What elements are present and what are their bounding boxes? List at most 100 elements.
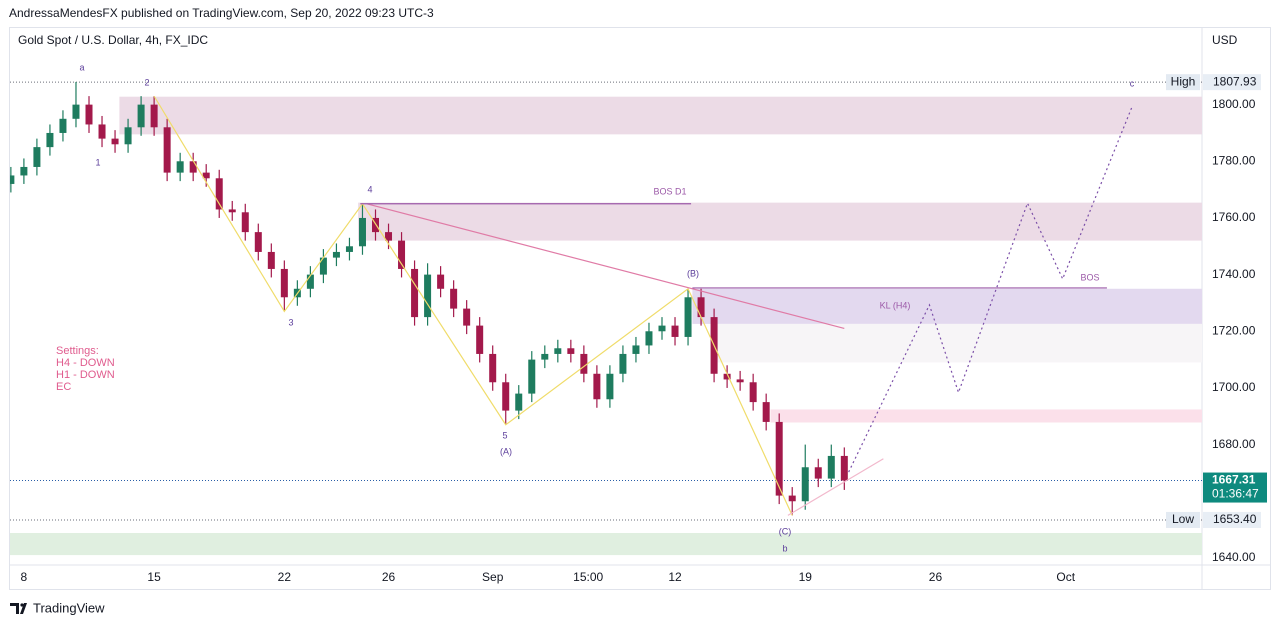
candle-body [424, 274, 432, 318]
price-tag-name: High [1171, 74, 1196, 88]
candle-body [332, 251, 340, 258]
zone [770, 409, 1202, 423]
x-tick-label: 26 [382, 570, 396, 584]
y-tick-label: 1800.00 [1212, 97, 1256, 111]
candle-body [437, 274, 445, 289]
candle-body [124, 127, 132, 145]
candle-body [176, 161, 184, 173]
settings-text: H1 - DOWN [56, 369, 115, 381]
candle-body [567, 348, 575, 354]
candle-body [345, 246, 353, 252]
candle-body [684, 297, 692, 337]
zone [10, 532, 1202, 556]
annotation: 5 [502, 430, 507, 440]
candle-body [228, 209, 236, 213]
candle-body [98, 124, 106, 139]
candle-body [20, 166, 28, 176]
candle-body [215, 178, 223, 210]
candle-body [267, 251, 275, 269]
annotation: 2 [144, 77, 149, 87]
y-tick-label: 1740.00 [1212, 267, 1256, 281]
y-tick-label: 1700.00 [1212, 380, 1256, 394]
x-tick-label: 19 [799, 570, 813, 584]
x-tick-label: 26 [929, 570, 943, 584]
candle-body [489, 353, 497, 383]
candle-body [632, 345, 640, 354]
y-tick-label: 1640.00 [1212, 550, 1256, 564]
candle-body [606, 373, 614, 400]
candle-body [306, 274, 314, 289]
candle-body [46, 132, 54, 148]
chart-frame [9, 27, 1271, 590]
price-tag-box [1203, 74, 1261, 91]
header-text: AndressaMendesFX published on TradingVie… [9, 6, 434, 20]
annotation: 3 [288, 317, 293, 327]
candle-body [541, 353, 549, 360]
chart-title: Gold Spot / U.S. Dollar, 4h, FX_IDC [18, 33, 208, 47]
annotation: 1 [95, 157, 100, 167]
candle-body [450, 288, 458, 309]
settings-text: Settings: [56, 345, 99, 357]
candle-body [814, 467, 822, 479]
price-tag-value: 1653.40 [1213, 512, 1257, 526]
x-tick-label: 15:00 [573, 570, 603, 584]
tradingview-logo [10, 603, 27, 614]
x-tick-label: 22 [278, 570, 292, 584]
candle-body [645, 331, 653, 346]
last-price-value: 1667.31 [1212, 473, 1256, 487]
zone [714, 323, 1202, 363]
zone [119, 96, 1202, 135]
candle-body [137, 104, 145, 128]
annotation: (C) [779, 526, 792, 536]
y-tick-label: 1760.00 [1212, 210, 1256, 224]
annotation: (A) [500, 446, 512, 456]
x-tick-label: 12 [668, 570, 682, 584]
settings-text: H4 - DOWN [56, 357, 115, 369]
candle-body [358, 217, 366, 247]
x-tick-label: 15 [147, 570, 161, 584]
annotation: BOS D1 [653, 186, 686, 196]
candle-body [671, 325, 679, 337]
candle-body [202, 172, 210, 179]
annotation: a [79, 62, 84, 72]
candle-body [749, 382, 757, 403]
candle-body [762, 402, 770, 422]
annotation: b [782, 543, 787, 553]
candle-body [241, 212, 249, 233]
price-tag-value: 1807.93 [1213, 74, 1257, 88]
candle-body [150, 104, 158, 128]
candle-body [515, 393, 523, 411]
last-price-countdown: 01:36:47 [1212, 487, 1259, 501]
x-tick-label: Sep [482, 570, 504, 584]
candle-body [736, 379, 744, 383]
candle-body [658, 325, 666, 332]
candle-body [723, 373, 731, 380]
candle-body [72, 104, 80, 119]
zone [358, 202, 1202, 241]
candle-body [801, 467, 809, 502]
candle-body [528, 359, 536, 394]
candle-body [463, 308, 471, 326]
candle-body [593, 373, 601, 400]
candle-body [189, 161, 197, 173]
candle-body [372, 217, 380, 233]
candle-body [385, 232, 393, 241]
drawing-line [153, 95, 793, 516]
candle-body [502, 382, 510, 411]
candle-body [580, 353, 588, 374]
price-tag-box [1203, 511, 1261, 528]
annotation: c [1130, 78, 1135, 88]
x-tick-label: Oct [1056, 570, 1075, 584]
candle-body [111, 138, 119, 145]
candle-body [775, 421, 783, 496]
currency-label: USD [1212, 33, 1238, 47]
candle-body [827, 455, 835, 479]
candle-body [619, 353, 627, 374]
x-tick-label: 8 [21, 570, 28, 584]
candle-body [254, 232, 262, 252]
candle-body [10, 175, 15, 184]
candle-body [840, 455, 848, 481]
annotation: KL (H4) [880, 300, 911, 310]
